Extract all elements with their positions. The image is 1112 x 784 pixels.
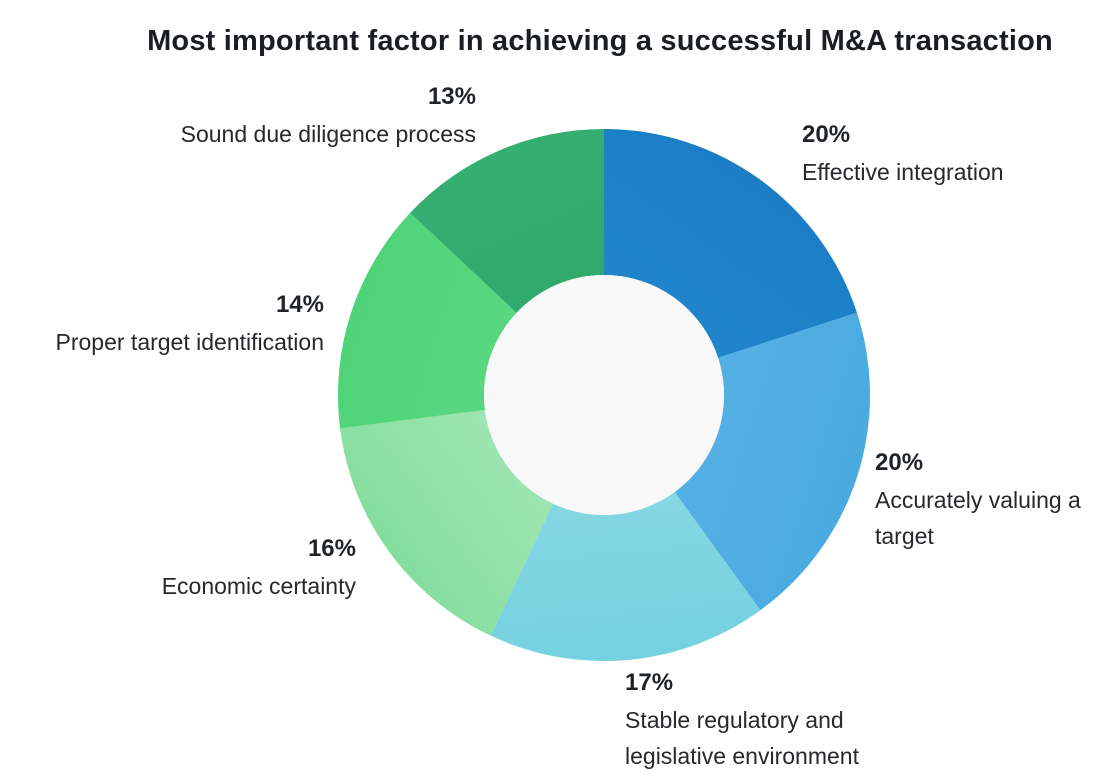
donut-segment-effective-integration (604, 129, 857, 358)
segment-label: Proper target identification (55, 329, 325, 355)
donut-segment-accurately-valuing-a-target (674, 312, 870, 611)
segment-label: Stable regulatory and legislative enviro… (625, 707, 859, 769)
segment-label: Sound due diligence process (180, 121, 476, 147)
segment-label: Accurately valuing a target (875, 487, 1081, 549)
donut-segment-sound-due-diligence-process (410, 129, 604, 313)
callout-economic-certainty: 16% Economic certainty (162, 534, 356, 604)
callout-sound-due-diligence: 13% Sound due diligence process (181, 82, 476, 152)
donut-chart (338, 129, 870, 661)
segment-label: Effective integration (802, 159, 1004, 185)
donut-segment-economic-certainty (340, 410, 553, 636)
segment-percent: 16% (307, 535, 356, 562)
callout-stable-regulatory-environment: 17% Stable regulatory and legislative en… (625, 668, 925, 774)
donut-segment-proper-target-identification (338, 212, 517, 429)
callout-proper-target-identification: 14% Proper target identification (56, 290, 325, 360)
callout-accurately-valuing-target: 20% Accurately valuing a target (875, 448, 1103, 554)
segment-percent: 20% (802, 121, 851, 148)
donut-hole (484, 275, 724, 515)
segment-percent: 13% (427, 83, 476, 110)
segment-label: Economic certainty (161, 573, 356, 599)
segment-percent: 17% (625, 669, 674, 696)
callout-effective-integration: 20% Effective integration (802, 120, 1004, 190)
chart-title: Most important factor in achieving a suc… (147, 25, 1053, 58)
segment-percent: 14% (275, 291, 324, 318)
segment-percent: 20% (875, 449, 924, 476)
donut-segment-stable-regulatory-and-legislative-environment (490, 492, 761, 661)
